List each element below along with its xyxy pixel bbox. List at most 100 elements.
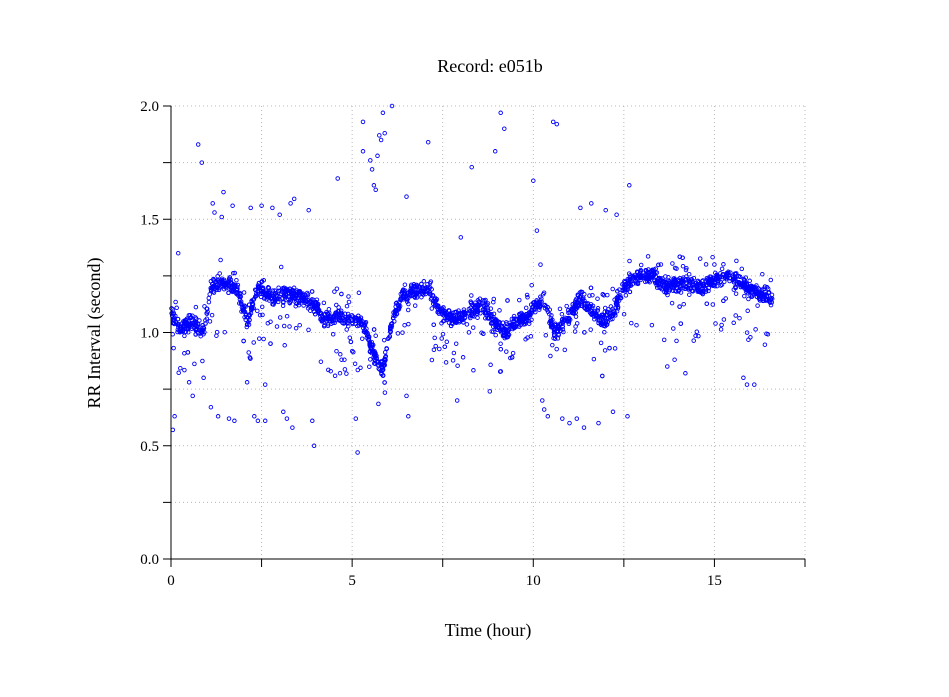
data-point xyxy=(766,290,772,295)
outlier-point xyxy=(540,398,545,403)
data-point xyxy=(319,319,325,324)
data-point xyxy=(174,305,179,311)
data-point xyxy=(400,330,405,335)
data-point xyxy=(683,277,689,282)
outlier-point xyxy=(741,375,746,381)
data-point xyxy=(679,281,685,286)
data-point xyxy=(697,256,703,261)
data-point xyxy=(230,289,235,295)
data-point xyxy=(239,305,245,310)
data-point xyxy=(603,320,609,325)
data-point xyxy=(541,291,546,297)
data-point xyxy=(404,299,410,304)
data-point xyxy=(523,305,529,311)
outlier-point xyxy=(560,416,565,421)
data-point xyxy=(222,329,227,335)
outlier-point xyxy=(270,205,275,211)
data-point xyxy=(575,293,581,298)
data-point xyxy=(498,341,503,346)
grid-lines xyxy=(171,105,806,559)
data-point xyxy=(280,303,286,309)
data-point xyxy=(656,276,661,282)
data-point xyxy=(538,299,543,304)
data-point xyxy=(346,294,351,299)
data-point xyxy=(676,288,682,293)
y-tick-label: 1.0 xyxy=(140,326,159,342)
data-point xyxy=(677,304,682,309)
data-point xyxy=(244,322,250,327)
data-point xyxy=(232,270,238,276)
data-point xyxy=(732,271,738,277)
data-point xyxy=(251,340,256,345)
data-point xyxy=(350,318,355,323)
data-point xyxy=(266,285,272,291)
data-point xyxy=(368,357,373,362)
data-point xyxy=(678,321,684,326)
data-point xyxy=(517,297,522,303)
outlier-point xyxy=(469,164,474,170)
data-point xyxy=(420,285,426,290)
data-point xyxy=(721,262,726,267)
data-point xyxy=(708,282,714,287)
data-point xyxy=(602,329,607,335)
data-point xyxy=(344,371,349,376)
data-point xyxy=(346,299,352,305)
data-point xyxy=(719,322,724,328)
outlier-point xyxy=(625,414,630,419)
data-point xyxy=(559,317,565,322)
data-point xyxy=(356,318,361,323)
data-point xyxy=(433,343,438,349)
outlier-point xyxy=(172,414,177,419)
data-point xyxy=(424,287,430,292)
data-point xyxy=(176,370,181,376)
data-point xyxy=(173,299,178,305)
data-point xyxy=(388,321,394,327)
data-point xyxy=(223,280,229,286)
data-point xyxy=(349,348,355,354)
data-point xyxy=(440,331,446,337)
data-point xyxy=(349,313,355,318)
data-point xyxy=(659,286,665,292)
data-point xyxy=(431,322,436,327)
outlier-point xyxy=(195,142,201,147)
data-point xyxy=(525,295,530,300)
data-point xyxy=(244,314,249,320)
data-point xyxy=(441,305,446,310)
data-point xyxy=(268,319,273,324)
data-point xyxy=(719,266,725,272)
data-point xyxy=(656,262,661,268)
data-point xyxy=(675,282,680,287)
data-point xyxy=(474,311,480,316)
outlier-point xyxy=(291,196,297,202)
data-point xyxy=(249,305,255,311)
data-point xyxy=(595,317,600,322)
outlier-point xyxy=(498,110,503,116)
data-point xyxy=(620,282,625,287)
data-point xyxy=(443,315,448,321)
data-point xyxy=(410,286,415,291)
data-point xyxy=(204,306,209,311)
data-point xyxy=(612,346,618,351)
data-point xyxy=(410,292,415,298)
data-point xyxy=(274,324,280,329)
data-point xyxy=(470,308,476,313)
data-point xyxy=(171,345,176,351)
data-point xyxy=(564,303,569,309)
data-point xyxy=(376,401,381,407)
data-point xyxy=(391,315,396,320)
data-point xyxy=(706,285,712,291)
data-point xyxy=(674,338,679,344)
data-point xyxy=(588,303,593,309)
data-point xyxy=(331,314,337,319)
data-point xyxy=(618,295,624,301)
data-point xyxy=(337,370,343,376)
data-point xyxy=(294,301,300,306)
data-point xyxy=(763,297,769,303)
data-point xyxy=(388,329,393,335)
data-point xyxy=(209,312,215,318)
data-point xyxy=(339,291,344,297)
data-point xyxy=(684,284,689,290)
data-point xyxy=(573,306,578,312)
data-point xyxy=(382,380,387,385)
data-point xyxy=(332,289,337,294)
